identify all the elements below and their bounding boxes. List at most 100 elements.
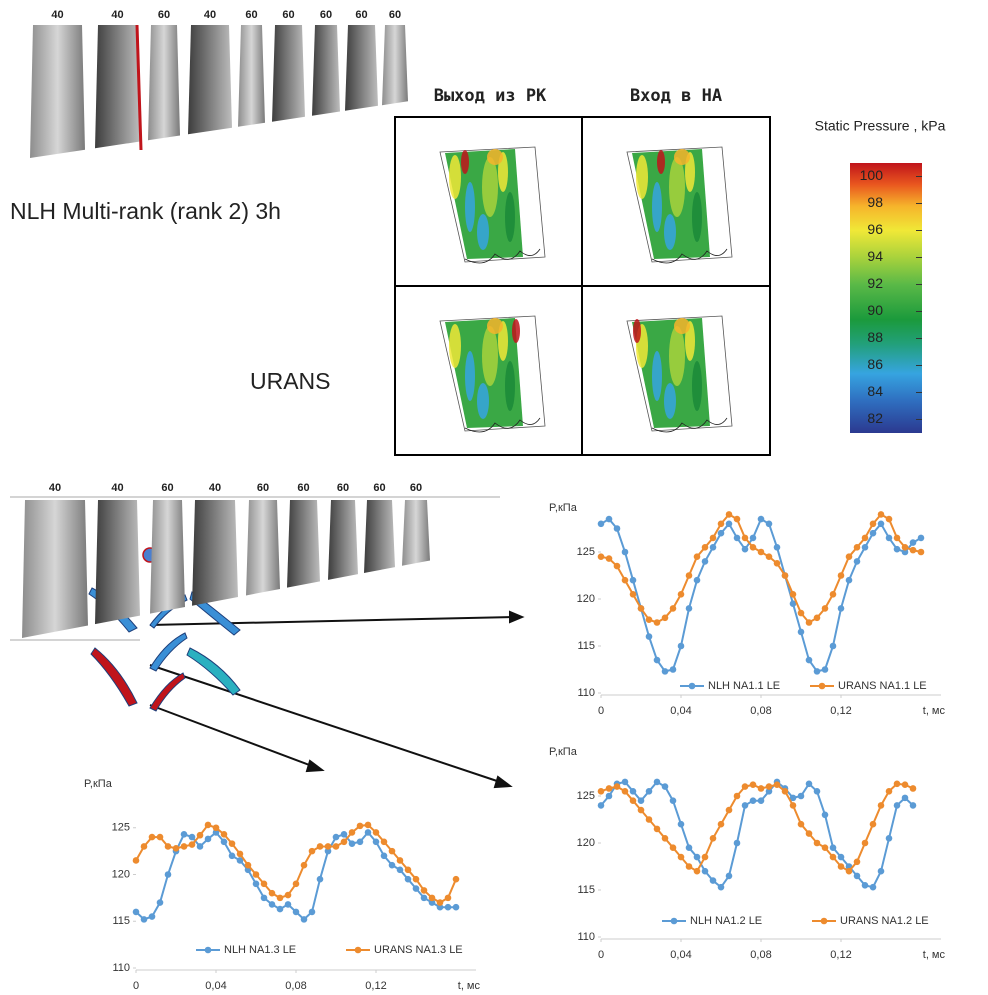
data-point xyxy=(918,549,925,556)
contour-blob xyxy=(657,150,665,174)
data-point xyxy=(790,802,797,809)
contour-blob xyxy=(505,192,515,242)
contour-blob xyxy=(652,351,662,401)
data-point xyxy=(774,544,781,551)
data-point xyxy=(822,844,829,851)
data-point xyxy=(357,823,364,830)
y-tick-label: 125 xyxy=(112,822,130,834)
data-point xyxy=(678,591,685,598)
blade-label: 60 xyxy=(282,9,294,21)
data-point xyxy=(630,788,637,795)
contour-blob xyxy=(465,351,475,401)
blade xyxy=(30,25,85,158)
data-point xyxy=(870,884,877,891)
data-point xyxy=(694,854,701,861)
data-point xyxy=(325,843,332,850)
data-point xyxy=(742,535,749,542)
data-point xyxy=(854,873,861,880)
row-title: URANS xyxy=(250,368,331,394)
data-point xyxy=(606,516,613,523)
data-point xyxy=(365,822,372,829)
data-point xyxy=(774,560,781,567)
data-point xyxy=(365,829,372,836)
y-tick-label: 110 xyxy=(112,962,130,974)
x-tick-label: 0 xyxy=(133,980,139,992)
data-point xyxy=(333,843,340,850)
data-point xyxy=(870,821,877,828)
data-point xyxy=(638,605,645,612)
legend-marker xyxy=(671,918,678,925)
contour-blob xyxy=(633,319,641,343)
blade-label: 40 xyxy=(111,482,123,494)
data-point xyxy=(902,544,909,551)
data-point xyxy=(678,854,685,861)
data-point xyxy=(197,843,204,850)
blade xyxy=(312,25,340,116)
data-point xyxy=(806,780,813,787)
x-tick-label: 0,12 xyxy=(365,980,386,992)
data-point xyxy=(437,899,444,906)
data-point xyxy=(606,555,613,562)
data-point xyxy=(630,577,637,584)
data-point xyxy=(894,802,901,809)
column-title: Выход из РК xyxy=(434,86,547,106)
data-point xyxy=(646,616,653,623)
data-point xyxy=(646,633,653,640)
colorbar-label: 84 xyxy=(867,383,883,399)
data-point xyxy=(181,843,188,850)
data-point xyxy=(389,862,396,869)
contour-blob xyxy=(482,326,498,386)
x-tick-label: 0,08 xyxy=(285,980,306,992)
blade xyxy=(192,500,238,606)
data-point xyxy=(349,840,356,847)
data-point xyxy=(285,892,292,899)
data-point xyxy=(237,851,244,858)
legend-marker xyxy=(821,918,828,925)
data-point xyxy=(405,876,412,883)
contour-panel xyxy=(627,147,732,263)
data-point xyxy=(790,591,797,598)
data-point xyxy=(317,843,324,850)
data-point xyxy=(702,868,709,875)
data-point xyxy=(397,857,404,864)
contour-blob xyxy=(512,319,520,343)
data-point xyxy=(245,862,252,869)
data-point xyxy=(806,830,813,837)
data-point xyxy=(381,853,388,860)
legend-marker xyxy=(355,947,362,954)
data-point xyxy=(405,867,412,874)
legend-label: NLH NA1.3 LE xyxy=(224,944,296,956)
data-point xyxy=(742,802,749,809)
data-point xyxy=(894,780,901,787)
data-point xyxy=(686,605,693,612)
data-point xyxy=(373,838,380,845)
data-point xyxy=(758,516,765,523)
x-tick-label: 0,08 xyxy=(750,705,771,717)
data-point xyxy=(678,821,685,828)
blade-label: 60 xyxy=(410,482,422,494)
data-point xyxy=(309,848,316,855)
blade-label: 60 xyxy=(245,9,257,21)
data-point xyxy=(766,553,773,560)
data-point xyxy=(678,643,685,650)
data-point xyxy=(646,816,653,823)
data-point xyxy=(710,877,717,884)
data-point xyxy=(814,668,821,675)
data-point xyxy=(662,835,669,842)
data-point xyxy=(670,605,677,612)
data-point xyxy=(726,873,733,880)
data-point xyxy=(173,845,180,852)
data-point xyxy=(598,521,605,528)
data-point xyxy=(886,516,893,523)
data-point xyxy=(742,783,749,790)
data-point xyxy=(878,521,885,528)
data-point xyxy=(453,876,460,883)
legend-label: URANS NA1.3 LE xyxy=(374,944,463,956)
blade xyxy=(238,25,265,127)
data-point xyxy=(854,544,861,551)
data-point xyxy=(413,876,420,883)
data-point xyxy=(886,788,893,795)
data-point xyxy=(157,834,164,841)
legend-label: URANS NA1.1 LE xyxy=(838,680,927,692)
colorbar xyxy=(850,163,922,433)
